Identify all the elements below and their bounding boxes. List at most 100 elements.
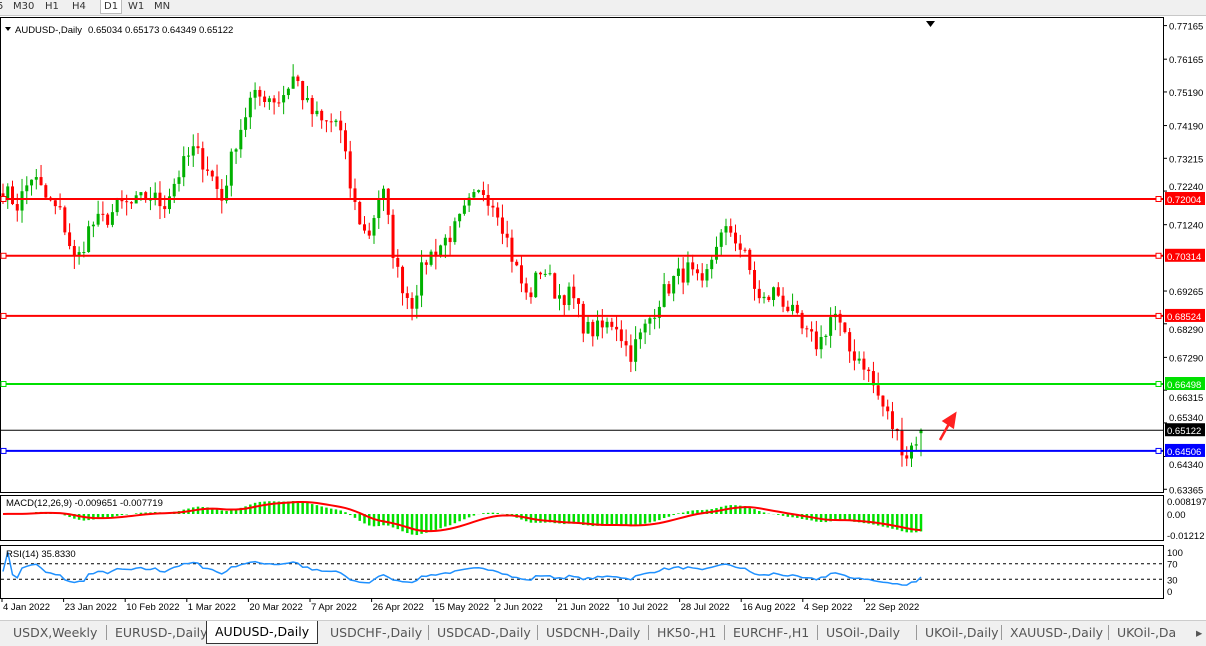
candle-body [101, 214, 104, 215]
candle-body [258, 90, 261, 97]
candle-body [177, 177, 180, 184]
candle-body [724, 226, 727, 232]
candle-body [686, 262, 689, 282]
tab-usdchf-daily[interactable]: USDCHF-,Daily [330, 625, 422, 640]
price-tick-label: 0.77165 [1169, 22, 1203, 33]
level-price-label: 0.66498 [1167, 380, 1201, 391]
tab-separator [106, 625, 107, 640]
timeframe-M30[interactable]: M30 [13, 1, 34, 12]
macd-label: MACD(12,26,9) -0.009651 -0.007719 [6, 498, 163, 509]
macd-tick-label: 0.00 [1167, 510, 1186, 521]
price-tick-label: 0.72240 [1169, 182, 1203, 193]
candle-body [306, 98, 309, 100]
rsi-tick-label: 0 [1167, 587, 1172, 598]
level-price-label: 0.72004 [1167, 195, 1201, 206]
candle-body [763, 297, 766, 298]
candle-body [401, 267, 404, 293]
chart-window[interactable]: 0.771650.761650.751900.741900.732150.722… [0, 16, 1206, 620]
tab-separator [1108, 625, 1109, 640]
candle-body [97, 214, 100, 225]
date-label: 22 Sep 2022 [865, 602, 919, 613]
candle-body [853, 351, 856, 360]
candle-body [482, 190, 485, 195]
candle-body [254, 90, 257, 98]
candle-body [677, 269, 680, 276]
candle-body [387, 189, 390, 215]
tab-ukoil-da[interactable]: UKOil-,Da [1117, 625, 1176, 640]
candle-body [125, 201, 128, 202]
timeframe-toolbar: 5 M30 H1 H4 D1 W1 MN [0, 0, 1206, 16]
timeframe-MN[interactable]: MN [154, 1, 170, 12]
tab-usdx-weekly[interactable]: USDX,Weekly [13, 625, 97, 640]
candle-body [786, 307, 789, 311]
tab-separator [648, 625, 649, 640]
candle-body [729, 226, 732, 232]
candle-body [891, 411, 894, 429]
candle-body [59, 206, 62, 207]
candle-body [805, 328, 808, 329]
candle-body [858, 359, 861, 361]
candle-body [625, 341, 628, 345]
candle-body [886, 407, 889, 412]
candle-body [572, 287, 575, 299]
candle-body [163, 206, 166, 209]
candle-body [691, 262, 694, 269]
tabs-scroll-right-icon[interactable]: ▸ [1196, 625, 1202, 640]
level-handle [1, 313, 6, 318]
candle-body [596, 321, 599, 337]
date-label: 15 May 2022 [434, 602, 489, 613]
candle-body [544, 274, 547, 275]
macd-tick-label: 0.008197 [1167, 497, 1206, 508]
collapse-triangle-icon[interactable] [5, 27, 11, 31]
candle-body [881, 396, 884, 407]
candle-body [315, 111, 318, 114]
candle-body [268, 98, 271, 102]
price-tick-label: 0.73215 [1169, 154, 1203, 165]
tab-eurusd-daily[interactable]: EURUSD-,Daily [115, 625, 208, 640]
timeframe-D1[interactable]: D1 [100, 0, 122, 14]
candle-body [420, 262, 423, 295]
rsi-label: RSI(14) 35.8330 [6, 549, 76, 560]
level-handle [1, 253, 6, 258]
level-handle [1156, 197, 1161, 202]
candle-body [273, 98, 276, 102]
candle-body [515, 262, 518, 266]
candle-body [644, 324, 647, 333]
tab-xauusd-daily[interactable]: XAUUSD-,Daily [1010, 625, 1103, 640]
candle-body [216, 176, 219, 188]
timeframe-H1[interactable]: H1 [45, 1, 59, 12]
price-tick-label: 0.76165 [1169, 55, 1203, 66]
candle-body [373, 218, 376, 236]
candle-body [610, 322, 613, 327]
tab-ukoil-daily[interactable]: UKOil-,Daily [925, 625, 999, 640]
date-label: 20 Mar 2022 [249, 602, 302, 613]
candle-body [606, 322, 609, 328]
up-arrow-icon [940, 414, 955, 440]
candle-body [591, 322, 594, 336]
tab-hk50-h1[interactable]: HK50-,H1 [657, 625, 716, 640]
candle-body [758, 289, 761, 298]
candle-body [68, 232, 71, 246]
candle-body [139, 192, 142, 195]
candle-body [810, 329, 813, 331]
timeframe-H4[interactable]: H4 [72, 1, 86, 12]
level-handle [1156, 253, 1161, 258]
candle-body [21, 191, 24, 210]
candle-body [744, 250, 747, 251]
tab-usoil-daily[interactable]: USOil-,Daily [826, 625, 900, 640]
timeframe-W1[interactable]: W1 [128, 1, 144, 12]
candle-body [748, 250, 751, 270]
candle-body [396, 258, 399, 267]
candle-body [211, 171, 214, 177]
tab-usdcad-daily[interactable]: USDCAD-,Daily [437, 625, 531, 640]
level-handle [1, 448, 6, 453]
tab-audusd-daily[interactable]: AUDUSD-,Daily [206, 621, 318, 644]
tab-usdcnh-daily[interactable]: USDCNH-,Daily [546, 625, 640, 640]
candle-body [862, 359, 865, 370]
tab-eurchf-h1[interactable]: EURCHF-,H1 [733, 625, 809, 640]
chart-shift-marker-icon[interactable] [926, 21, 935, 27]
timeframe-5[interactable]: 5 [0, 1, 3, 12]
date-label: 23 Jan 2022 [65, 602, 117, 613]
